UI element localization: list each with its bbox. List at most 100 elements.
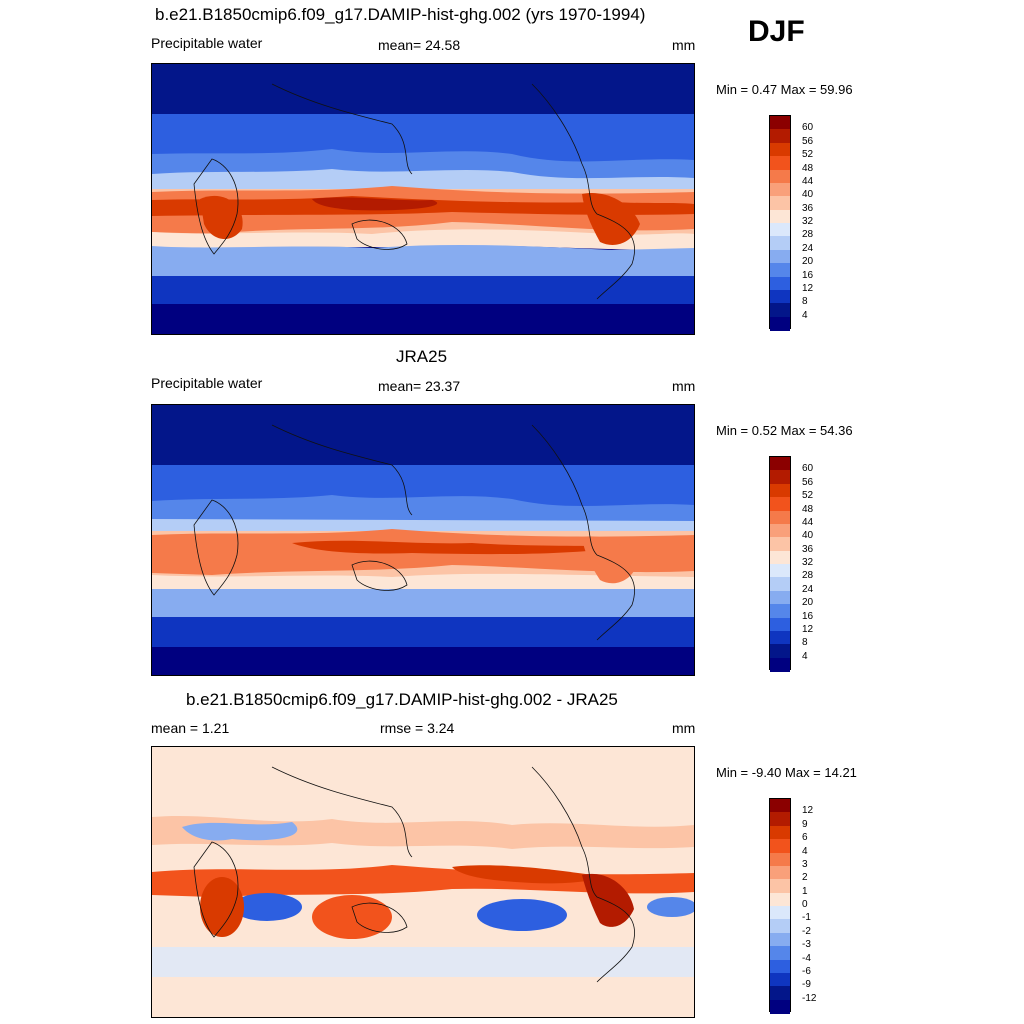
panel-3-units: mm bbox=[672, 720, 696, 736]
panel-3-map bbox=[151, 746, 695, 1018]
panel-2-colorbar-segment bbox=[770, 657, 790, 672]
panel-2-colorbar-tick: 32 bbox=[802, 557, 814, 568]
panel-2-colorbar-segment bbox=[770, 617, 790, 632]
panel-3-colorbar-tick: 2 bbox=[802, 872, 808, 884]
panel-1-colorbar-tick: 56 bbox=[802, 135, 814, 147]
panel-1-map bbox=[151, 63, 695, 335]
panel-1-colorbar-segment bbox=[770, 182, 790, 197]
panel-3-colorbar-segment bbox=[770, 825, 790, 840]
panel-1-colorbar-segment bbox=[770, 263, 790, 277]
panel-2-colorbar-tick: 16 bbox=[802, 610, 814, 622]
panel-1-colorbar-segment bbox=[770, 303, 790, 318]
panel-1-colorbar-tick: 52 bbox=[802, 149, 814, 161]
panel-3-colorbar-segment bbox=[770, 999, 790, 1014]
panel-3-colorbar-tick: -2 bbox=[802, 925, 811, 937]
panel-2-colorbar-tick: 4 bbox=[802, 650, 808, 662]
panel-1-colorbar-tick: 20 bbox=[802, 256, 814, 268]
panel-3-colorbar-segment bbox=[770, 972, 790, 987]
panel-1-colorbar-tick: 60 bbox=[802, 122, 814, 134]
panel-1-colorbar-tick: 36 bbox=[802, 202, 814, 214]
p2-band-n-sub bbox=[152, 495, 694, 525]
p2-band-s-high bbox=[152, 615, 694, 647]
p1-band-s-sub bbox=[152, 244, 694, 276]
panel-3-rmse: rmse = 3.24 bbox=[380, 720, 455, 736]
p3-australia-positive bbox=[312, 895, 392, 939]
season-label: DJF bbox=[748, 15, 805, 48]
panel-1-colorbar-tick: 12 bbox=[802, 282, 814, 294]
panel-1-colorbar-segment bbox=[770, 223, 790, 237]
panel-2-colorbar-segment bbox=[770, 644, 790, 659]
panel-2-colorbar bbox=[769, 456, 791, 672]
p3-tropical-positive bbox=[152, 865, 694, 897]
panel-2-colorbar-tick: 24 bbox=[802, 583, 814, 595]
p3-sh-band bbox=[152, 947, 694, 977]
panel-3-colorbar-tick: -4 bbox=[802, 952, 811, 964]
panel-3-colorbar-tick: -1 bbox=[802, 912, 811, 924]
panel-1-left-label: Precipitable water bbox=[151, 35, 263, 51]
panel-1-colorbar-tick: 32 bbox=[802, 216, 814, 227]
panel-3-colorbar-segment bbox=[770, 919, 790, 934]
panel-3-colorbar-segment bbox=[770, 865, 790, 880]
p2-coastlines bbox=[193, 424, 635, 641]
panel-1-colorbar-tick: 44 bbox=[802, 175, 814, 187]
p1-band-s-high bbox=[152, 274, 694, 304]
panel-2-map-svg bbox=[152, 405, 694, 675]
panel-2-minmax: Min = 0.52 Max = 54.36 bbox=[716, 423, 853, 438]
p1-band-n-sub bbox=[152, 149, 694, 183]
panel-2-colorbar-segment bbox=[770, 630, 790, 645]
panel-3-colorbar bbox=[769, 798, 791, 1014]
p1-band-n-mid bbox=[152, 114, 694, 166]
panel-1-colorbar-segment bbox=[770, 316, 790, 331]
panel-2-colorbar-tick: 56 bbox=[802, 476, 814, 488]
panel-3-colorbar-segment bbox=[770, 946, 790, 960]
panel-1-minmax: Min = 0.47 Max = 59.96 bbox=[716, 82, 853, 97]
panel-2-colorbar-segment bbox=[770, 457, 790, 471]
panel-2-colorbar-tick: 8 bbox=[802, 637, 808, 649]
p3-africa-positive bbox=[200, 877, 244, 937]
panel-1-colorbar-segment bbox=[770, 169, 790, 184]
panel-2-colorbar-tick: 36 bbox=[802, 543, 814, 555]
panel-2-colorbar-tick: 44 bbox=[802, 516, 814, 528]
panel-3-colorbar-tick: -9 bbox=[802, 979, 811, 991]
p3-nh-negative bbox=[182, 822, 298, 841]
panel-2-colorbar-segment bbox=[770, 510, 790, 525]
panel-1-title: b.e21.B1850cmip6.f09_g17.DAMIP-hist-ghg.… bbox=[155, 5, 646, 24]
panel-2-title: JRA25 bbox=[396, 347, 448, 366]
panel-2-colorbar-segment bbox=[770, 483, 790, 498]
panel-3-colorbar-tick: 1 bbox=[802, 885, 808, 897]
panel-2-colorbar-tick: 48 bbox=[802, 503, 814, 515]
panel-3-colorbar-tick: -3 bbox=[802, 939, 811, 951]
panel-1-colorbar-segment bbox=[770, 196, 790, 211]
panel-2-colorbar-segment bbox=[770, 564, 790, 578]
p1-band-s-trop bbox=[152, 229, 694, 250]
panel-2-colorbar-tick: 20 bbox=[802, 597, 814, 609]
p1-band-n-trop bbox=[152, 169, 694, 192]
panel-3-colorbar-segment bbox=[770, 839, 790, 853]
panel-3-colorbar-segment bbox=[770, 959, 790, 974]
panel-1-colorbar-tick: 4 bbox=[802, 309, 808, 321]
panel-2-colorbar-tick: 12 bbox=[802, 623, 814, 635]
panel-2-colorbar-segment bbox=[770, 604, 790, 618]
panel-2-colorbar-segment bbox=[770, 537, 790, 552]
panel-2-mean: mean= 23.37 bbox=[378, 378, 461, 394]
panel-1-colorbar-tick: 28 bbox=[802, 229, 814, 241]
panel-3-map-svg bbox=[152, 747, 694, 1017]
p2-band-s-sub bbox=[152, 589, 694, 617]
panel-3-title: b.e21.B1850cmip6.f09_g17.DAMIP-hist-ghg.… bbox=[186, 690, 618, 709]
p2-amazon bbox=[582, 536, 637, 584]
p2-band-s-trop bbox=[152, 573, 694, 591]
panel-1-colorbar-segment bbox=[770, 156, 790, 170]
p1-warm-pool bbox=[312, 197, 438, 211]
panel-2-colorbar-tick: 60 bbox=[802, 463, 814, 475]
panel-3-colorbar-segment bbox=[770, 812, 790, 827]
p3-pacific-negative bbox=[477, 899, 567, 931]
panel-1-mean: mean= 24.58 bbox=[378, 37, 461, 53]
panel-3-colorbar-tick: 9 bbox=[802, 818, 808, 830]
panel-2-colorbar-segment bbox=[770, 577, 790, 592]
panel-1-colorbar-tick: 24 bbox=[802, 242, 814, 254]
panel-1-colorbar-tick: 48 bbox=[802, 162, 814, 174]
p2-band-n-polar bbox=[152, 405, 694, 465]
p1-coastlines bbox=[193, 83, 635, 300]
panel-3-colorbar-segment bbox=[770, 879, 790, 894]
p3-coastlines bbox=[193, 766, 635, 983]
